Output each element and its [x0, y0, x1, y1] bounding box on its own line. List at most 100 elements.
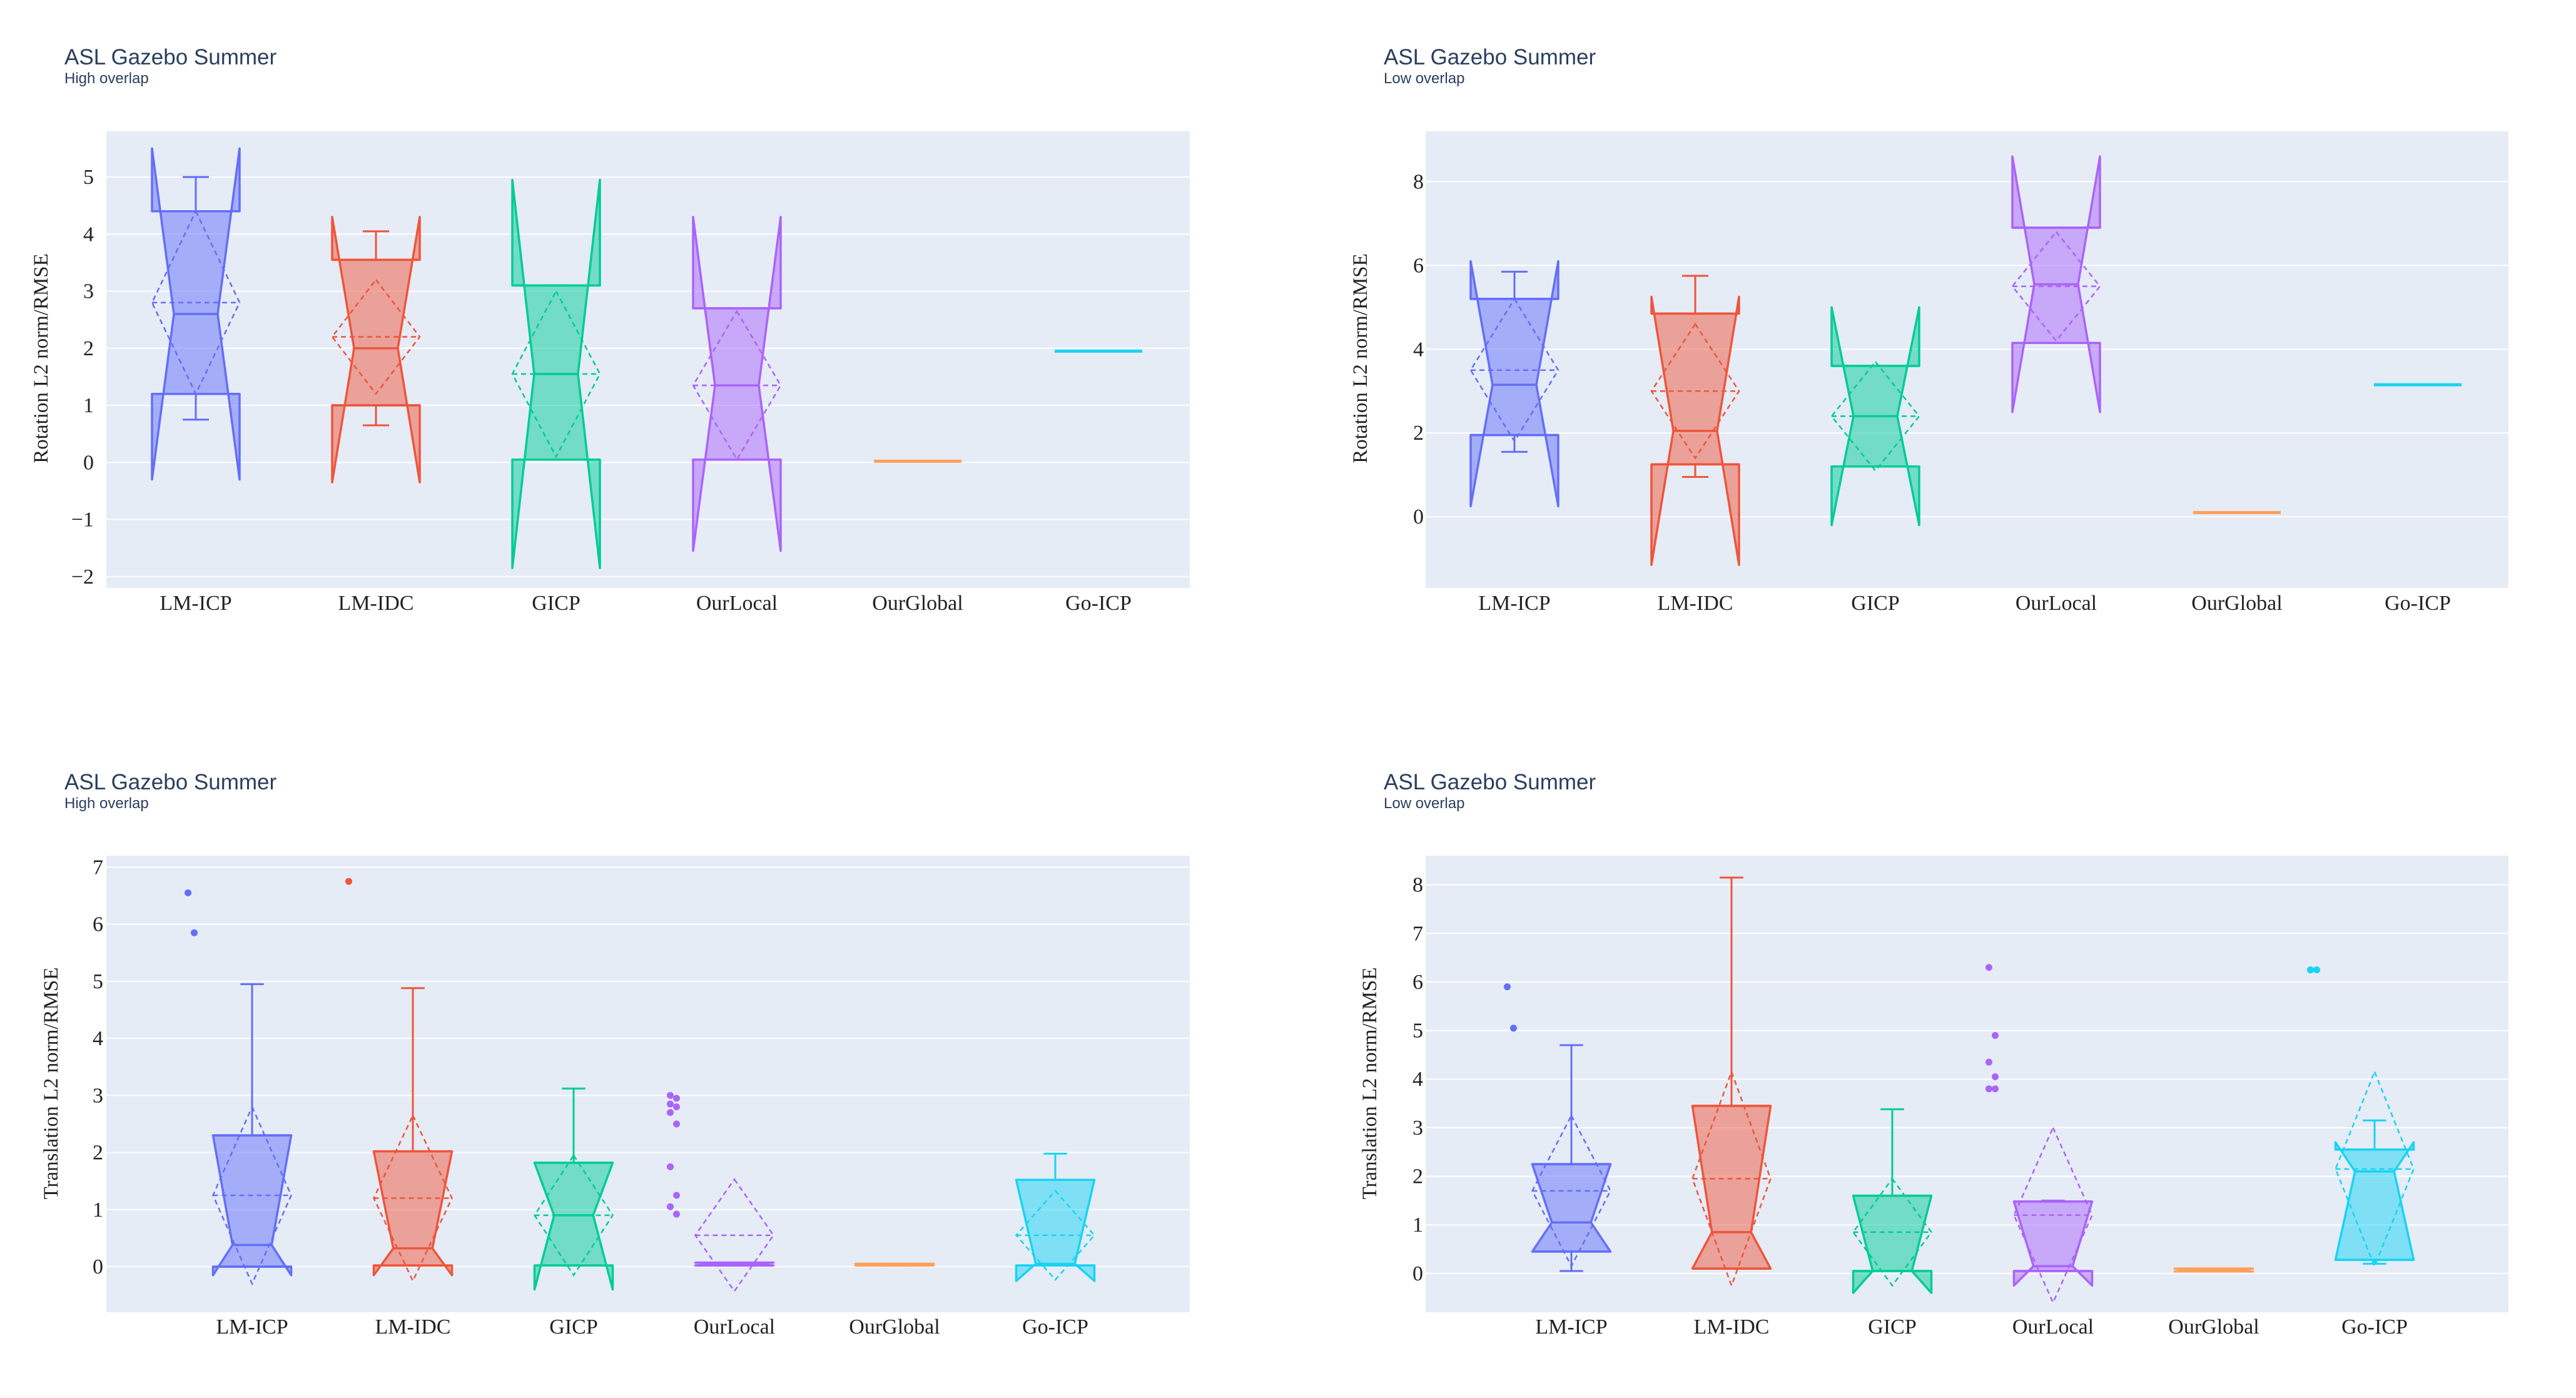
x-tick-label: OurLocal — [694, 1315, 775, 1339]
outlier-point — [673, 1095, 680, 1102]
y-tick-label: 0 — [93, 1255, 103, 1279]
outlier-point — [1985, 1085, 1992, 1093]
outlier-point — [1992, 1031, 1999, 1039]
y-tick-label: −1 — [71, 509, 94, 532]
plot-area: 7 6 5 4 3 2 1 0 LM-ICP LM-IDC GICP OurLocal OurGloba… — [93, 856, 1190, 1339]
mean-sd-diamond — [694, 1178, 775, 1293]
outlier-point — [1504, 983, 1511, 991]
outlier-point — [667, 1092, 674, 1099]
y-tick-label: 7 — [1412, 922, 1423, 945]
outlier-point — [1992, 1085, 1999, 1093]
y-tick-label: 3 — [83, 280, 94, 303]
plot-background — [1426, 131, 2508, 588]
mean-sd-diamond — [1830, 360, 1920, 472]
box-go-icp — [2307, 966, 2415, 1269]
box-lm-icp — [1469, 260, 1559, 508]
box-go-icp — [1015, 1152, 1096, 1282]
outlier-point — [667, 1163, 674, 1170]
y-tick-label: 2 — [1412, 1165, 1423, 1188]
y-tick-label: 3 — [1412, 1117, 1423, 1140]
y-tick-label: 8 — [1413, 170, 1424, 193]
y-tick-label: 6 — [93, 913, 103, 936]
y-tick-label: 2 — [93, 1142, 103, 1165]
x-tick-label: LM-ICP — [160, 592, 231, 615]
x-tick-label: LM-ICP — [216, 1315, 288, 1339]
box-lm-idc — [345, 878, 454, 1283]
outlier-point — [2313, 966, 2320, 973]
y-tick-label: 1 — [93, 1198, 103, 1222]
x-tick-label: LM-IDC — [1658, 592, 1733, 615]
chart-title: ASL Gazebo Summer — [1384, 770, 1596, 794]
mean-sd-diamond — [1015, 1189, 1096, 1281]
outlier-point — [667, 1109, 674, 1117]
outlier-point — [667, 1203, 674, 1210]
outlier-point — [673, 1192, 680, 1199]
y-tick-label: 4 — [83, 223, 94, 246]
mean-sd-diamond — [692, 309, 782, 462]
x-tick-label: GICP — [1851, 592, 1899, 615]
x-tick-label: Go-ICP — [1022, 1315, 1088, 1339]
outlier-point — [673, 1210, 680, 1218]
chart-subtitle: High overlap — [64, 795, 149, 812]
box-gicp — [533, 1087, 614, 1291]
x-tick-label: OurGlobal — [2191, 592, 2282, 615]
x-tick-label: LM-IDC — [375, 1315, 451, 1339]
y-tick-label: −2 — [71, 565, 94, 589]
y-axis-label: Rotation L2 norm/RMSE — [30, 253, 53, 463]
y-tick-label: 7 — [93, 856, 103, 879]
x-tick-label: Go-ICP — [2385, 592, 2451, 615]
outlier-point — [673, 1120, 680, 1128]
mean-sd-diamond — [151, 209, 241, 396]
outlier-point — [1985, 964, 1992, 971]
x-tick-label: OurLocal — [696, 592, 778, 615]
x-tick-label: LM-ICP — [1535, 1315, 1607, 1339]
box-ourglobal — [2173, 1267, 2254, 1273]
plot-background — [106, 131, 1190, 588]
plot-background — [1426, 856, 2508, 1312]
mean-sd-diamond — [1650, 322, 1740, 460]
box-ourlocal — [667, 1092, 775, 1293]
y-axis-label: Translation L2 norm/RMSE — [40, 968, 63, 1200]
y-tick-label: 0 — [1412, 1262, 1423, 1285]
box-ourglobal — [854, 1262, 935, 1267]
box-lm-idc — [1691, 876, 1772, 1288]
y-tick-label: 0 — [1413, 505, 1424, 529]
y-tick-label: 3 — [93, 1084, 103, 1107]
mean-sd-diamond — [1691, 1069, 1772, 1288]
x-tick-label: GICP — [1868, 1315, 1916, 1339]
box-ourlocal — [692, 216, 782, 552]
mean-sd-diamond — [511, 289, 601, 458]
mean-sd-diamond — [1531, 1113, 1611, 1268]
outlier-point — [667, 1100, 674, 1108]
panel-translation-low: ASL Gazebo Summer Low overlap Translatio… — [1359, 770, 2508, 1339]
y-axis-label: Rotation L2 norm/RMSE — [1349, 253, 1372, 463]
plot-background — [106, 856, 1190, 1312]
y-tick-label: 5 — [1412, 1020, 1423, 1043]
y-tick-label: 2 — [83, 337, 94, 360]
box-ourlocal — [1985, 964, 2094, 1305]
x-tick-label: OurGlobal — [2168, 1315, 2259, 1339]
panel-rotation-high: ASL Gazebo Summer High overlap Rotation … — [30, 45, 1190, 615]
mean-sd-diamond — [331, 278, 421, 395]
chart-title: ASL Gazebo Summer — [64, 45, 276, 69]
outlier-point — [185, 889, 191, 896]
box-gicp — [1830, 306, 1920, 527]
plot-area: 5 4 3 2 1 0 −1 −2 LM-ICP LM-IDC GICP OurLocal OurGlo… — [71, 131, 1190, 615]
x-tick-label: LM-ICP — [1478, 592, 1550, 615]
x-tick-label: LM-IDC — [338, 592, 414, 615]
box-lm-idc — [331, 216, 421, 484]
y-tick-label: 6 — [1412, 971, 1423, 994]
y-tick-label: 4 — [1413, 338, 1424, 361]
plot-area: 8 7 6 5 4 3 2 1 0 LM-ICP LM-IDC GICP OurLocal OurGlob… — [1412, 856, 2508, 1339]
y-tick-label: 4 — [93, 1027, 103, 1050]
box-gicp — [511, 178, 601, 569]
y-tick-label: 0 — [83, 451, 94, 474]
x-tick-label: OurLocal — [2016, 592, 2097, 615]
outlier-point — [2307, 966, 2314, 973]
y-tick-label: 2 — [1413, 422, 1424, 445]
x-tick-label: OurLocal — [2012, 1315, 2094, 1339]
chart-subtitle: High overlap — [64, 70, 149, 87]
panel-translation-high: ASL Gazebo Summer High overlap Translati… — [40, 770, 1190, 1339]
x-tick-label: GICP — [549, 1315, 597, 1339]
